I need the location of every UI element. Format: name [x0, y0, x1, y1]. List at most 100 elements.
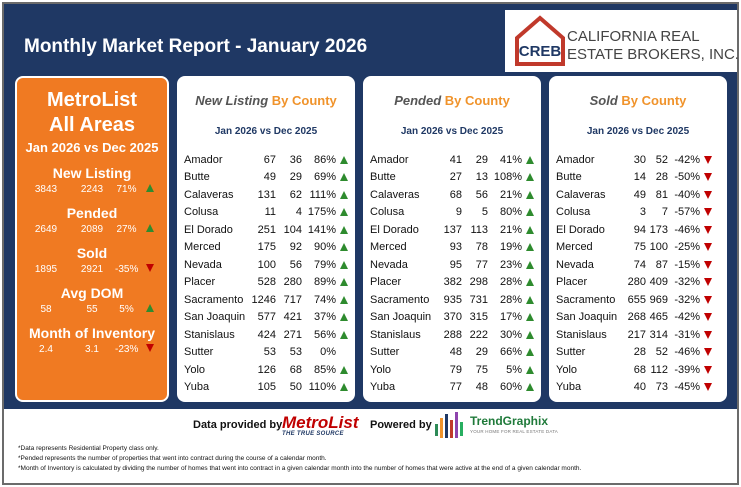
arrow-up-icon: [524, 295, 536, 304]
creb-mark-text: CREB: [519, 43, 562, 60]
cell-pct: 108%: [493, 171, 522, 184]
cell-pct: -42%: [674, 311, 700, 324]
cell-current: 935: [443, 293, 462, 306]
metric-pct: 27%: [116, 224, 137, 235]
arrow-down-icon: [702, 383, 714, 392]
cell-previous: 48: [475, 381, 488, 394]
cell-pct: 17%: [499, 311, 522, 324]
cell-county: Placer: [556, 276, 588, 289]
metric-previous: 2921: [80, 264, 104, 275]
cell-county: Merced: [556, 241, 593, 254]
cell-current: 49: [633, 188, 646, 201]
card-title: New Listing By County: [177, 93, 355, 108]
table-row: Merced 175 92 90%: [177, 239, 355, 257]
cell-county: Placer: [370, 276, 402, 289]
cell-previous: 409: [649, 276, 668, 289]
metric-pct-wrap: 5%: [115, 304, 161, 315]
trendgraphix-tagline: YOUR HOME FOR REAL ESTATE DATA: [470, 429, 559, 434]
arrow-up-icon: [524, 208, 536, 217]
metric-pct: -23%: [115, 344, 139, 355]
cell-county: Colusa: [184, 206, 219, 219]
arrow-down-icon: [702, 330, 714, 339]
arrow-down-icon: [702, 365, 714, 374]
arrow-up-icon: [338, 190, 350, 199]
card-title-part2: By County: [621, 93, 687, 108]
table-row: Yolo 126 68 85%: [177, 361, 355, 379]
cell-current: 126: [257, 363, 276, 376]
table-row: Colusa 11 4 175%: [177, 204, 355, 222]
table-row: Nevada 95 77 23%: [363, 256, 541, 274]
cell-county: Colusa: [556, 206, 591, 219]
cell-county: Calaveras: [556, 188, 606, 201]
metric-pct: 71%: [116, 184, 137, 195]
metric-pct: 5%: [119, 304, 134, 315]
cell-current: 79: [449, 363, 462, 376]
cell-county: Amador: [556, 153, 595, 166]
metric-label: Sold: [76, 245, 108, 261]
cell-county: Yolo: [556, 363, 578, 376]
metric-pct-wrap: -23%: [115, 344, 161, 355]
table-row: Yuba 40 73 -45%: [549, 379, 727, 397]
report-title: Monthly Market Report - January 2026: [24, 36, 368, 57]
table-row: Colusa 9 5 80%: [363, 204, 541, 222]
cell-county: Placer: [184, 276, 216, 289]
cell-pct: 60%: [499, 381, 522, 394]
arrow-up-icon: [338, 243, 350, 252]
card-subtitle: Jan 2026 vs Dec 2025: [214, 126, 318, 137]
cell-pct: 5%: [506, 363, 522, 376]
table-row: Sutter 48 29 66%: [363, 344, 541, 362]
cell-current: 424: [257, 328, 276, 341]
summary-title-line1: MetroList: [47, 89, 137, 111]
cell-county: Sutter: [370, 346, 400, 359]
cell-current: 577: [257, 311, 276, 324]
cell-pct: 86%: [313, 153, 336, 166]
metric-current: 2649: [34, 224, 58, 235]
cell-current: 48: [449, 346, 462, 359]
arrow-up-icon: [138, 224, 161, 235]
card-title-part1: Sold: [589, 93, 618, 108]
cell-pct: -42%: [674, 153, 700, 166]
cell-county: Amador: [370, 153, 409, 166]
arrow-up-icon: [338, 260, 350, 269]
cell-county: Colusa: [370, 206, 405, 219]
cell-current: 105: [257, 381, 276, 394]
cell-pct: 110%: [308, 381, 336, 394]
metric-label: Pended: [66, 205, 118, 221]
arrow-down-icon: [702, 208, 714, 217]
cell-previous: 52: [655, 346, 668, 359]
cell-current: 3: [639, 206, 646, 219]
metric-current: 2.4: [39, 344, 53, 355]
table-row: Yuba 105 50 110%: [177, 379, 355, 397]
cell-pct: 90%: [313, 241, 336, 254]
cell-county: El Dorado: [370, 223, 419, 236]
cell-pct: 66%: [499, 346, 522, 359]
cell-county: Butte: [184, 171, 210, 184]
cell-current: 68: [633, 363, 646, 376]
arrow-up-icon: [338, 173, 350, 182]
summary-metrics: New Listing 3843 2243 71% Pended 2649 2089 27% S…: [17, 165, 167, 355]
cell-previous: 87: [655, 258, 668, 271]
arrow-up-icon: [524, 330, 536, 339]
cell-pct: 41%: [499, 153, 522, 166]
cell-county: Yuba: [370, 381, 396, 394]
cell-pct: 175%: [307, 206, 336, 219]
arrow-up-icon: [338, 208, 350, 217]
table-row: San Joaquin 370 315 17%: [363, 309, 541, 327]
cell-county: Calaveras: [370, 188, 420, 201]
arrow-up-icon: [338, 383, 350, 392]
arrow-down-icon: [702, 190, 714, 199]
cell-county: San Joaquin: [556, 311, 618, 324]
cell-county: Yuba: [556, 381, 582, 394]
cell-previous: 13: [475, 171, 488, 184]
cell-previous: 104: [283, 223, 302, 236]
cell-county: El Dorado: [556, 223, 605, 236]
table-row: Calaveras 68 56 21%: [363, 186, 541, 204]
cell-pct: -32%: [674, 293, 700, 306]
arrow-down-icon: [702, 243, 714, 252]
creb-house-icon: CREB: [515, 15, 565, 66]
cell-pct: -57%: [674, 206, 700, 219]
cell-county: Stanislaus: [184, 328, 235, 341]
cell-previous: 62: [289, 188, 302, 201]
new-listing-card: New Listing By County Jan 2026 vs Dec 20…: [177, 76, 355, 402]
cell-previous: 29: [475, 153, 488, 166]
